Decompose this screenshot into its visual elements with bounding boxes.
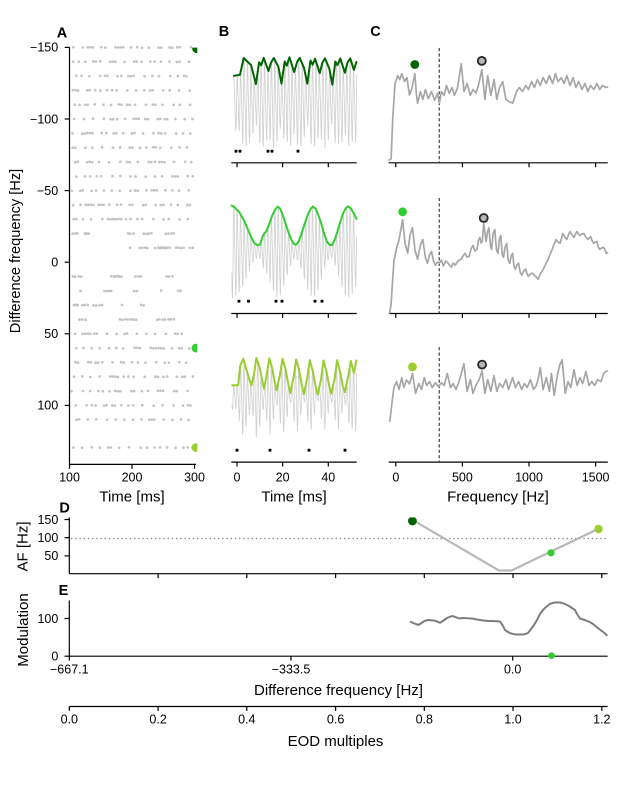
svg-text:0: 0 — [51, 650, 58, 664]
svg-text:EOD multiples: EOD multiples — [288, 733, 384, 750]
svg-text:D: D — [59, 500, 69, 516]
svg-text:Modulation: Modulation — [15, 593, 32, 666]
svg-text:−150: −150 — [30, 41, 58, 55]
svg-text:−100: −100 — [30, 112, 58, 126]
svg-text:0.0: 0.0 — [61, 713, 78, 727]
svg-text:−50: −50 — [37, 184, 58, 198]
svg-text:150: 150 — [37, 513, 58, 527]
svg-text:AF [Hz]: AF [Hz] — [15, 521, 32, 571]
svg-text:0.6: 0.6 — [327, 713, 344, 727]
svg-text:1500: 1500 — [582, 471, 610, 485]
svg-text:1.2: 1.2 — [593, 713, 610, 727]
svg-text:1000: 1000 — [515, 471, 543, 485]
svg-text:Time [ms]: Time [ms] — [261, 489, 326, 506]
svg-text:50: 50 — [44, 549, 58, 563]
svg-text:100: 100 — [59, 471, 80, 485]
svg-text:0.8: 0.8 — [416, 713, 433, 727]
svg-text:500: 500 — [452, 471, 473, 485]
svg-text:0.2: 0.2 — [149, 713, 166, 727]
svg-text:1.0: 1.0 — [504, 713, 521, 727]
svg-text:0.0: 0.0 — [504, 663, 521, 677]
svg-text:B: B — [219, 24, 229, 40]
svg-text:Frequency [Hz]: Frequency [Hz] — [447, 489, 549, 506]
svg-text:C: C — [370, 24, 381, 40]
svg-text:Difference frequency [Hz]: Difference frequency [Hz] — [8, 169, 24, 333]
svg-text:−333.5: −333.5 — [272, 663, 311, 677]
svg-text:20: 20 — [276, 471, 290, 485]
svg-text:50: 50 — [44, 327, 58, 341]
svg-text:0: 0 — [234, 471, 241, 485]
svg-text:Difference frequency [Hz]: Difference frequency [Hz] — [254, 682, 423, 699]
svg-text:200: 200 — [122, 471, 143, 485]
svg-text:100: 100 — [37, 531, 58, 545]
svg-text:100: 100 — [37, 399, 58, 413]
svg-text:300: 300 — [184, 471, 205, 485]
svg-text:A: A — [57, 26, 68, 42]
svg-text:0: 0 — [51, 256, 58, 270]
svg-text:0.4: 0.4 — [238, 713, 255, 727]
svg-text:−667.1: −667.1 — [50, 663, 89, 677]
svg-text:E: E — [59, 583, 69, 599]
svg-text:100: 100 — [37, 612, 58, 626]
svg-text:0: 0 — [392, 471, 399, 485]
svg-text:Time [ms]: Time [ms] — [99, 489, 164, 506]
svg-text:40: 40 — [321, 471, 335, 485]
